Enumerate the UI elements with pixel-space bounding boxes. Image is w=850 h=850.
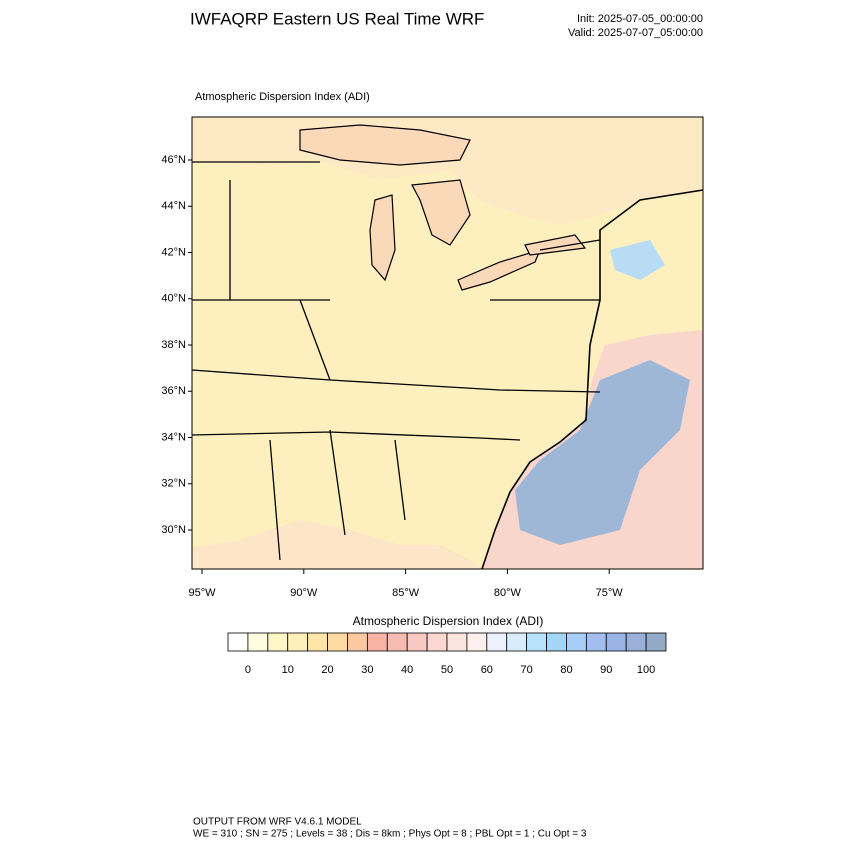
colorbar-box bbox=[327, 632, 348, 652]
colorbar-label: 40 bbox=[401, 664, 413, 676]
colorbar-label: 90 bbox=[600, 664, 612, 676]
lake-huron bbox=[411, 179, 471, 246]
colorbar-box bbox=[486, 632, 508, 652]
ne-patch bbox=[610, 240, 665, 280]
colorbar-label: 60 bbox=[481, 664, 493, 676]
colorbar-box bbox=[287, 632, 309, 652]
colorbar-box bbox=[307, 632, 328, 652]
colorbar-box bbox=[227, 632, 249, 652]
colorbar-box bbox=[386, 632, 408, 652]
lake-michigan bbox=[369, 194, 396, 282]
colorbar-box bbox=[366, 632, 388, 652]
lon-label: 95°W bbox=[188, 587, 216, 599]
lon-label: 90°W bbox=[290, 587, 318, 599]
footer-line: OUTPUT FROM WRF V4.6.1 MODEL bbox=[193, 817, 362, 828]
lat-label: 36°N bbox=[161, 385, 186, 397]
colorbar-box bbox=[526, 632, 547, 652]
lat-label: 40°N bbox=[161, 293, 186, 305]
colorbar-label: 0 bbox=[245, 664, 251, 676]
lake-superior bbox=[299, 124, 471, 166]
lat-label: 32°N bbox=[161, 478, 186, 490]
footer-line: WE = 310 ; SN = 275 ; Levels = 38 ; Dis … bbox=[193, 829, 587, 840]
lon-label: 80°W bbox=[494, 587, 522, 599]
colorbar-box bbox=[625, 632, 647, 652]
colorbar-box bbox=[466, 632, 488, 652]
map-frame bbox=[191, 116, 704, 570]
init-time: Init: 2025-07-05_00:00:00 bbox=[577, 13, 703, 25]
colorbar-box bbox=[506, 632, 528, 652]
map bbox=[191, 116, 704, 570]
colorbar-label: 50 bbox=[441, 664, 453, 676]
lat-label: 44°N bbox=[161, 200, 186, 212]
colorbar-label: 80 bbox=[560, 664, 572, 676]
lat-label: 38°N bbox=[161, 339, 186, 351]
colorbar-box bbox=[546, 632, 567, 652]
colorbar-label: 30 bbox=[361, 664, 373, 676]
colorbar-box bbox=[566, 632, 587, 652]
lat-label: 34°N bbox=[161, 431, 186, 443]
colorbar-box bbox=[605, 632, 627, 652]
title: IWFAQRP Eastern US Real Time WRF bbox=[190, 9, 484, 28]
colorbar-box bbox=[645, 632, 667, 652]
colorbar-label: 20 bbox=[321, 664, 333, 676]
colorbar-box bbox=[406, 632, 428, 652]
lake-erie bbox=[457, 249, 542, 291]
colorbar-box bbox=[585, 632, 607, 652]
colorbar-box bbox=[426, 632, 448, 652]
colorbar-title: Atmospheric Dispersion Index (ADI) bbox=[353, 614, 544, 628]
colorbar-box bbox=[247, 632, 269, 652]
colorbar-box bbox=[267, 632, 289, 652]
colorbar-box bbox=[347, 632, 368, 652]
lon-label: 75°W bbox=[596, 587, 624, 599]
colorbar-box bbox=[446, 632, 468, 652]
lon-label: 85°W bbox=[392, 587, 420, 599]
colorbar-label: 70 bbox=[521, 664, 533, 676]
lat-label: 30°N bbox=[161, 524, 186, 536]
ocean-high bbox=[515, 360, 690, 545]
state-lines bbox=[191, 161, 704, 570]
lat-label: 42°N bbox=[161, 246, 186, 258]
colorbar-label: 10 bbox=[282, 664, 294, 676]
map-subtitle: Atmospheric Dispersion Index (ADI) bbox=[195, 91, 370, 103]
gulf bbox=[192, 520, 482, 569]
valid-time: Valid: 2025-07-07_05:00:00 bbox=[568, 27, 703, 39]
colorbar-label: 100 bbox=[637, 664, 655, 676]
lat-label: 46°N bbox=[161, 154, 186, 166]
